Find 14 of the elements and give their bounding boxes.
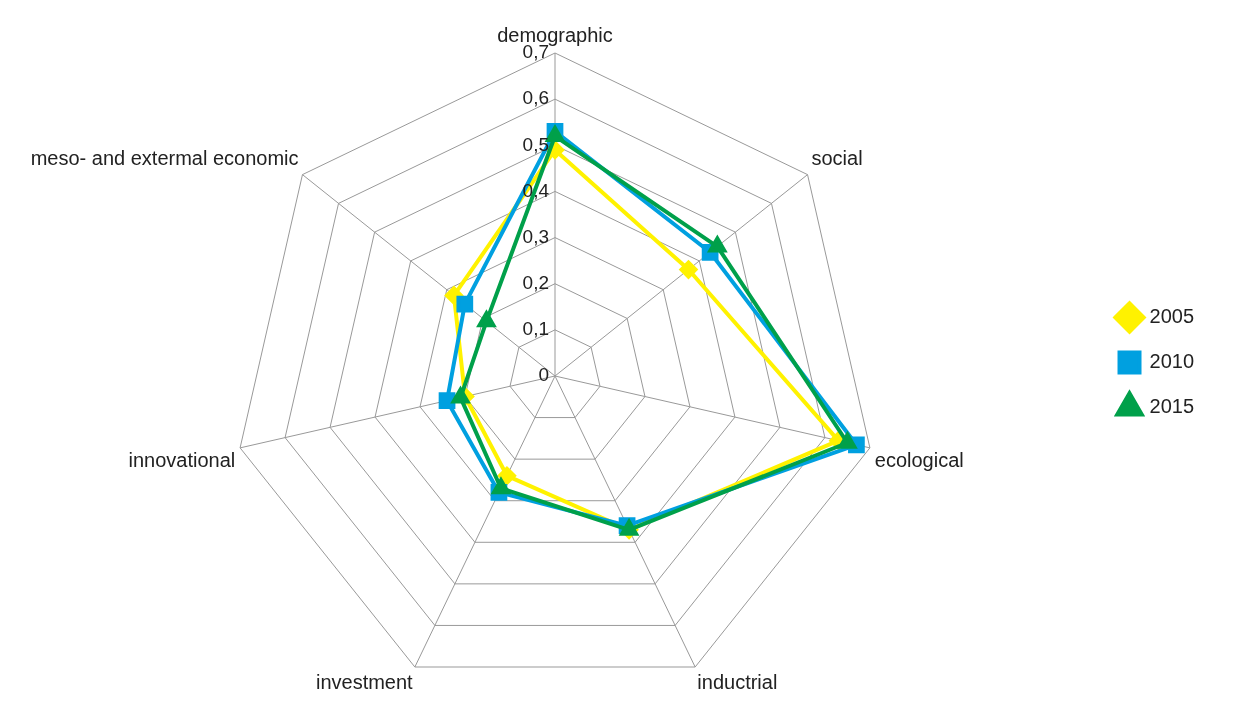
spoke-label: meso- and extermal economic: [30, 147, 299, 170]
spoke-label: investment: [315, 671, 414, 694]
spoke-label: innovational: [128, 448, 236, 471]
y-tick-label: 0,3: [522, 225, 549, 247]
legend-label: 2015: [1149, 395, 1195, 418]
y-tick-label: 0,2: [522, 271, 549, 293]
legend-label: 2005: [1149, 305, 1195, 328]
legend-label: 2010: [1149, 350, 1195, 373]
spoke-label: ecological: [874, 448, 964, 471]
y-tick-label: 0,6: [522, 87, 549, 109]
spoke-label: social: [811, 147, 863, 170]
spoke-label: inductrial: [697, 671, 778, 694]
y-tick-label: 0: [538, 364, 549, 386]
y-tick-label: 0,1: [522, 318, 549, 340]
